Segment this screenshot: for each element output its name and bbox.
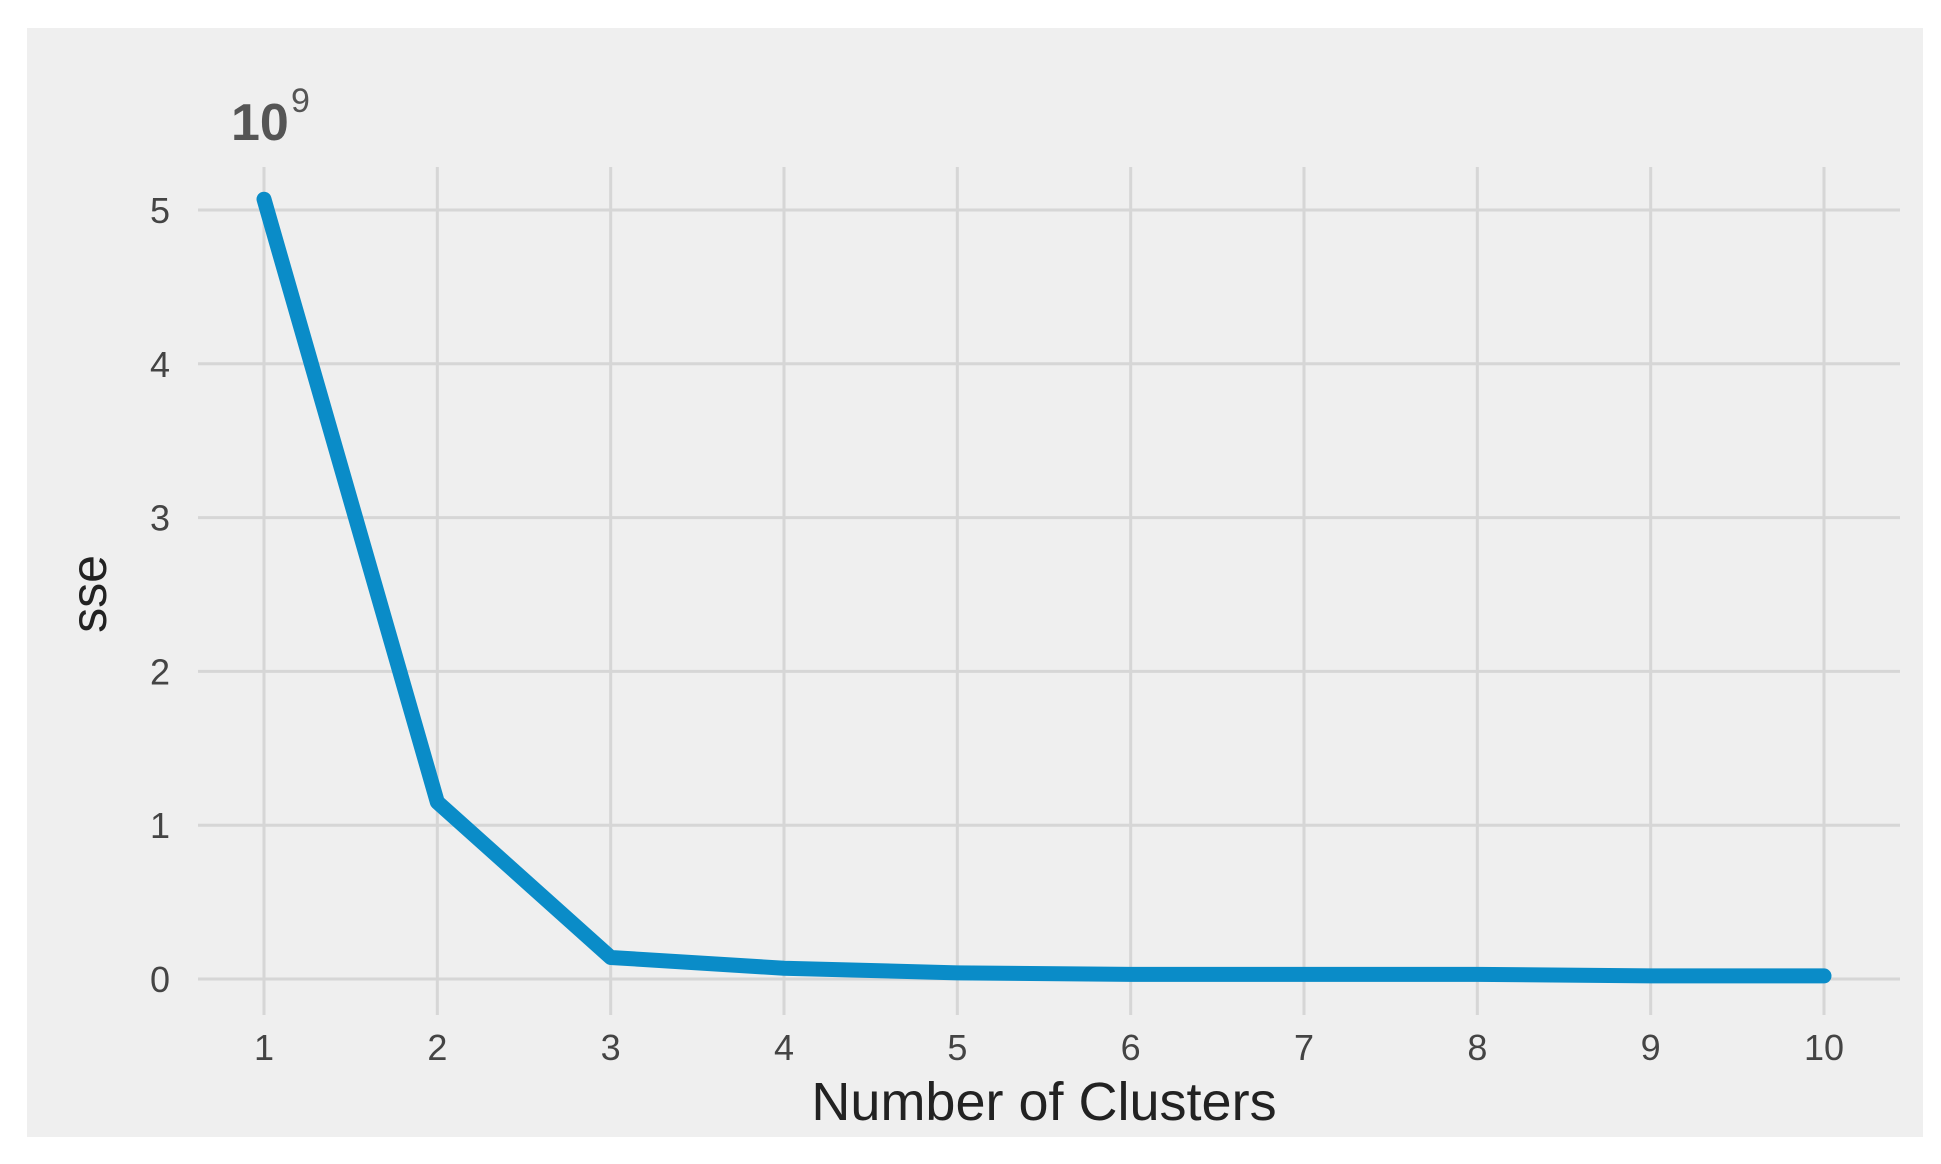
x-tick-label: 10 [1804, 1027, 1844, 1068]
x-tick-label: 9 [1641, 1027, 1661, 1068]
x-tick-label: 7 [1294, 1027, 1314, 1068]
series-line [256, 191, 1832, 984]
x-axis-label: Number of Clusters [811, 1072, 1276, 1132]
x-tick-label: 2 [427, 1027, 447, 1068]
x-tick-label: 5 [947, 1027, 967, 1068]
x-tick-label: 1 [254, 1027, 274, 1068]
y-axis-label: sse [61, 555, 117, 633]
y-tick-label: 4 [150, 344, 170, 385]
y-tick-label: 0 [150, 959, 170, 1000]
y-tick-label: 1 [150, 805, 170, 846]
y-tick-label: 3 [150, 498, 170, 539]
y-tick-label: 5 [150, 190, 170, 231]
x-tick-label: 8 [1467, 1027, 1487, 1068]
y-ticks: 0 1 2 3 4 5 [150, 190, 170, 1000]
plot-background [27, 28, 1923, 1137]
x-tick-label: 4 [774, 1027, 794, 1068]
x-ticks: 1 2 3 4 5 6 7 8 9 10 [254, 1027, 1844, 1068]
y-tick-label: 2 [150, 651, 170, 692]
x-tick-label: 3 [601, 1027, 621, 1068]
y-scale-exponent: 9 [291, 82, 310, 120]
x-tick-label: 6 [1121, 1027, 1141, 1068]
y-scale-base: 10 [231, 94, 289, 152]
grid [198, 167, 1900, 1015]
